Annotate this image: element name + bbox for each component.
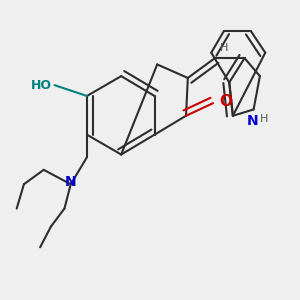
Text: H: H — [220, 43, 228, 53]
Text: N: N — [65, 175, 76, 188]
Text: HO: HO — [31, 79, 52, 92]
Text: H: H — [260, 114, 269, 124]
Text: O: O — [219, 94, 232, 109]
Text: N: N — [246, 114, 258, 128]
